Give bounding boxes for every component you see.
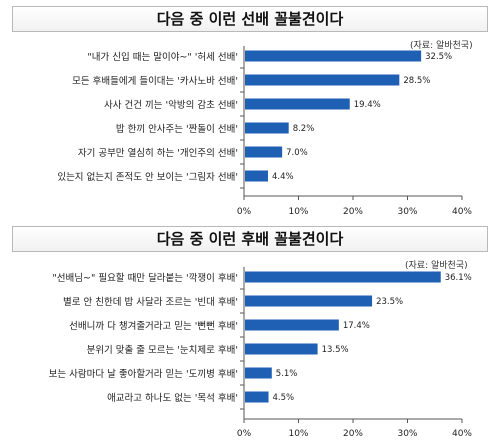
junior-value-label: 17.4% <box>343 321 370 331</box>
junior-category-label: "선배님~" 필요할 때만 달라붙는 '깍쟁이 후배' <box>52 272 238 284</box>
senior-bar <box>245 98 350 110</box>
senior-x-tick-label: 20% <box>343 207 363 217</box>
senior-bar <box>245 122 289 134</box>
junior-bar <box>245 319 339 331</box>
junior-category-label: 별로 안 친한데 밥 사달라 조르는 '빈대 후배' <box>63 296 238 308</box>
junior-x-tick-label: 40% <box>452 429 472 439</box>
junior-x-tick-label: 10% <box>288 429 308 439</box>
senior-value-label: 4.4% <box>272 172 294 182</box>
junior-category-label: 애교라고 하나도 없는 '목석 후배' <box>107 392 238 404</box>
junior-value-label: 5.1% <box>276 369 298 379</box>
senior-x-tick-label: 0% <box>237 207 252 217</box>
junior-value-label: 13.5% <box>322 345 349 355</box>
senior-value-label: 32.5% <box>425 52 452 62</box>
junior-bar <box>245 391 269 403</box>
junior-value-label: 23.5% <box>376 297 403 307</box>
junior-bar <box>245 343 318 355</box>
senior-value-label: 19.4% <box>354 100 381 110</box>
senior-bar-chart: "내가 신입 때는 말이야~" '허세 선배' 32.5% 모든 후배들에게 들이대… <box>57 46 472 217</box>
junior-category-label: 보는 사람마다 날 좋아할거라 믿는 '도끼병 후배' <box>49 368 238 380</box>
source-label-junior: (자료: 알바천국) <box>405 261 468 271</box>
senior-bar <box>245 170 268 182</box>
chart-title-senior: 다음 중 이런 선배 꼴불견이다 <box>12 6 488 32</box>
junior-bar <box>245 295 373 307</box>
senior-value-label: 28.5% <box>403 76 430 86</box>
senior-value-label: 8.2% <box>293 124 315 134</box>
chart-title-junior: 다음 중 이런 후배 꼴불견이다 <box>12 226 488 252</box>
junior-x-tick-label: 20% <box>343 429 363 439</box>
senior-x-tick-label: 30% <box>397 207 417 217</box>
junior-bar <box>245 367 272 379</box>
junior-category-label: 분위기 맞출 줄 모르는 '눈치제로 후배' <box>87 344 238 356</box>
junior-x-tick-label: 0% <box>237 429 252 439</box>
senior-category-label: 모든 후배들에게 들이대는 '카사노바 선배' <box>72 76 238 87</box>
senior-category-label: 있는지 없는지 존적도 안 보이는 '그림자 선배' <box>57 171 238 183</box>
senior-category-label: "내가 신입 때는 말이야~" '허세 선배' <box>87 51 238 63</box>
senior-x-tick-label: 10% <box>288 207 308 217</box>
senior-category-label: 밥 한끼 안사주는 '짠돌이 선배' <box>116 124 238 135</box>
senior-bar <box>245 50 422 62</box>
junior-category-label: 선배니까 다 챙겨줄거라고 믿는 '뻔뻔 후배' <box>69 320 238 332</box>
senior-bar <box>245 74 400 86</box>
junior-value-label: 36.1% <box>445 273 472 283</box>
senior-category-label: 사사 건건 끼는 '악방의 감초 선배' <box>104 99 238 111</box>
junior-bar <box>245 271 441 283</box>
source-label-senior: (자료: 알바천국) <box>410 41 473 51</box>
senior-bar <box>245 146 283 158</box>
senior-value-label: 7.0% <box>286 148 308 158</box>
junior-value-label: 4.5% <box>273 393 295 403</box>
senior-category-label: 자기 공부만 열심히 하는 '개인주의 선배' <box>78 147 238 159</box>
senior-x-tick-label: 40% <box>452 207 472 217</box>
junior-x-tick-label: 30% <box>397 429 417 439</box>
